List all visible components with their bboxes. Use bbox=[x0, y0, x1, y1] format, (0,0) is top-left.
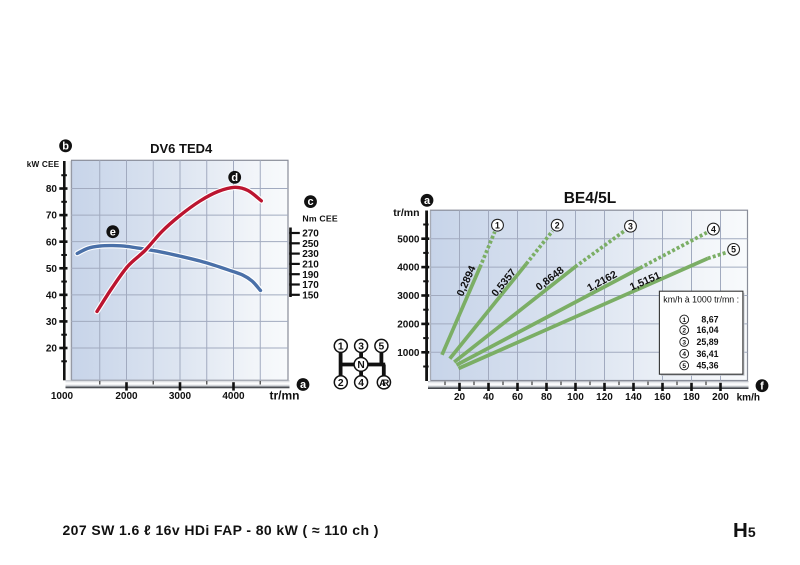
svg-text:a: a bbox=[300, 379, 307, 391]
svg-text:40: 40 bbox=[46, 290, 58, 301]
svg-text:a: a bbox=[424, 195, 431, 207]
svg-text:3: 3 bbox=[628, 221, 633, 231]
svg-text:45,36: 45,36 bbox=[696, 361, 718, 371]
svg-text:80: 80 bbox=[541, 392, 553, 403]
svg-text:2000: 2000 bbox=[397, 320, 420, 331]
svg-text:d: d bbox=[231, 172, 238, 184]
svg-text:R: R bbox=[382, 378, 389, 389]
svg-text:20: 20 bbox=[46, 344, 58, 355]
svg-text:e: e bbox=[110, 226, 116, 238]
svg-text:4000: 4000 bbox=[222, 391, 245, 402]
svg-text:4: 4 bbox=[682, 351, 686, 358]
svg-text:60: 60 bbox=[46, 237, 58, 248]
svg-text:2: 2 bbox=[555, 220, 560, 230]
svg-text:tr/mn: tr/mn bbox=[270, 388, 300, 402]
svg-text:BE4/5L: BE4/5L bbox=[564, 190, 617, 207]
svg-text:3: 3 bbox=[682, 339, 686, 346]
svg-text:H5: H5 bbox=[733, 519, 756, 542]
svg-text:tr/mn: tr/mn bbox=[393, 207, 419, 219]
svg-text:36,41: 36,41 bbox=[696, 349, 718, 359]
svg-text:230: 230 bbox=[302, 249, 319, 260]
svg-text:30: 30 bbox=[46, 317, 58, 328]
svg-text:1000: 1000 bbox=[397, 348, 420, 359]
svg-text:50: 50 bbox=[46, 264, 58, 275]
svg-text:3000: 3000 bbox=[397, 291, 420, 302]
svg-text:180: 180 bbox=[683, 392, 700, 403]
svg-text:210: 210 bbox=[302, 260, 319, 271]
svg-text:kW CEE: kW CEE bbox=[27, 160, 60, 169]
svg-text:140: 140 bbox=[625, 392, 642, 403]
svg-text:3000: 3000 bbox=[169, 391, 192, 402]
svg-text:km/h à 1000 tr/mn :: km/h à 1000 tr/mn : bbox=[663, 295, 739, 305]
svg-text:Nm CEE: Nm CEE bbox=[302, 213, 337, 223]
svg-text:5: 5 bbox=[731, 245, 736, 255]
svg-text:2000: 2000 bbox=[115, 391, 138, 402]
svg-text:207 SW 1.6 ℓ 16v HDi FAP - 80: 207 SW 1.6 ℓ 16v HDi FAP - 80 kW ( ≈ 110… bbox=[63, 522, 379, 538]
svg-text:120: 120 bbox=[596, 392, 613, 403]
svg-text:5000: 5000 bbox=[397, 234, 420, 245]
svg-text:160: 160 bbox=[654, 392, 671, 403]
svg-text:200: 200 bbox=[712, 392, 729, 403]
svg-text:270: 270 bbox=[302, 229, 319, 240]
svg-text:2: 2 bbox=[338, 378, 344, 389]
svg-text:DV6 TED4: DV6 TED4 bbox=[150, 141, 213, 156]
svg-text:1000: 1000 bbox=[51, 391, 74, 402]
svg-text:250: 250 bbox=[302, 239, 319, 250]
svg-text:1: 1 bbox=[682, 317, 686, 324]
svg-text:A: A bbox=[379, 378, 386, 389]
svg-text:c: c bbox=[307, 196, 313, 208]
svg-text:2: 2 bbox=[682, 328, 686, 335]
svg-text:190: 190 bbox=[302, 270, 319, 281]
svg-text:5: 5 bbox=[379, 342, 385, 353]
svg-text:km/h: km/h bbox=[737, 392, 760, 403]
svg-text:3: 3 bbox=[358, 342, 364, 353]
svg-text:f: f bbox=[760, 380, 764, 392]
svg-text:N: N bbox=[357, 360, 364, 371]
svg-text:4000: 4000 bbox=[397, 263, 420, 274]
svg-text:40: 40 bbox=[483, 392, 495, 403]
svg-text:80: 80 bbox=[46, 184, 58, 195]
svg-text:4: 4 bbox=[711, 224, 716, 234]
svg-text:8,67: 8,67 bbox=[701, 315, 718, 325]
svg-text:60: 60 bbox=[512, 392, 524, 403]
svg-text:150: 150 bbox=[302, 290, 319, 301]
svg-text:1: 1 bbox=[338, 342, 344, 353]
svg-text:b: b bbox=[62, 140, 69, 152]
svg-text:1: 1 bbox=[495, 220, 500, 230]
svg-text:4: 4 bbox=[358, 378, 364, 389]
svg-text:20: 20 bbox=[454, 392, 466, 403]
svg-text:170: 170 bbox=[302, 280, 319, 291]
svg-text:25,89: 25,89 bbox=[696, 337, 718, 347]
svg-text:16,04: 16,04 bbox=[696, 325, 718, 335]
svg-text:70: 70 bbox=[46, 211, 58, 222]
svg-text:100: 100 bbox=[567, 392, 584, 403]
svg-text:5: 5 bbox=[682, 363, 686, 370]
